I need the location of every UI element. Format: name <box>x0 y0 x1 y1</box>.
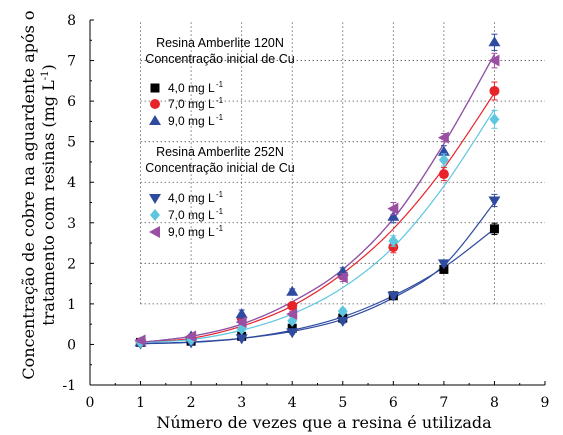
data-point <box>489 85 500 96</box>
y-tick-label: 0 <box>67 337 76 353</box>
legend-group-title: Resina Amberlite 252N <box>156 145 284 159</box>
legend-marker <box>149 194 161 204</box>
data-point <box>286 328 299 339</box>
legend-group-subtitle: Concentração inicial de Cu <box>145 52 294 66</box>
x-tick-label: 2 <box>187 395 196 411</box>
data-point <box>437 131 449 144</box>
data-point <box>387 202 399 215</box>
data-point <box>336 271 348 284</box>
data-point <box>336 316 349 327</box>
data-point <box>287 323 297 333</box>
x-tick-label: 8 <box>490 395 499 411</box>
legend-entry: 7,0 mg L <box>168 208 215 222</box>
data-point <box>185 330 197 343</box>
data-point <box>387 210 400 221</box>
x-tick-label: 0 <box>86 395 95 411</box>
legend-marker <box>150 83 160 93</box>
y-axis-label-line1: Concentração de cobre na aguardente após… <box>19 10 38 379</box>
y-tick-label: 7 <box>67 54 76 70</box>
data-point <box>235 308 248 319</box>
y-tick-label: 3 <box>67 216 76 232</box>
data-point <box>488 196 501 207</box>
legend-marker <box>149 226 160 238</box>
legend-entry: 9,0 mg L <box>168 225 215 239</box>
y-axis-label-line2-main: tratamento com resinas (mg L <box>39 80 58 326</box>
legend-entry-sup: -1 <box>216 224 224 233</box>
data-point <box>438 153 449 166</box>
x-tick-label: 9 <box>541 395 550 411</box>
data-point <box>489 113 500 126</box>
legend-entry-sup: -1 <box>216 96 224 105</box>
legend-entry: 4,0 mg L <box>168 191 215 205</box>
legend-entry-sup: -1 <box>216 113 224 122</box>
data-point <box>387 291 400 302</box>
y-tick-label: 8 <box>67 13 76 29</box>
data-point <box>235 334 248 345</box>
data-point <box>488 36 501 47</box>
legend-entry: 7,0 mg L <box>168 97 215 111</box>
data-point <box>287 300 298 311</box>
x-tick-label: 1 <box>136 395 145 411</box>
data-point <box>439 264 449 274</box>
legend-group-subtitle: Concentração inicial de Cu <box>145 161 294 175</box>
y-axis-label: Concentração de cobre na aguardente após… <box>19 10 58 379</box>
y-tick-label: 2 <box>67 256 76 272</box>
axes: 0 1 2 3 4 5 6 7 8 9 -1 0 1 2 3 4 5 6 7 8 <box>62 13 549 411</box>
legend-group-title: Resina Amberlite 120N <box>156 36 284 50</box>
data-point <box>235 316 247 329</box>
data-point <box>134 334 146 347</box>
y-axis-label-close: ) <box>39 64 58 70</box>
data-point <box>388 242 399 253</box>
data-point <box>488 54 500 67</box>
legend-entry-sup: -1 <box>216 207 224 216</box>
legend-marker <box>150 209 160 221</box>
x-tick-label: 4 <box>288 395 297 411</box>
data-point <box>437 145 450 156</box>
x-tick-label: 3 <box>237 395 246 411</box>
data-markers <box>134 33 501 350</box>
y-tick-label: 4 <box>67 175 76 191</box>
legend-entry-sup: -1 <box>216 190 224 199</box>
y-axis-label-sup: -1 <box>40 71 51 81</box>
data-point <box>286 285 299 296</box>
data-point <box>337 305 348 318</box>
legend-entry: 9,0 mg L <box>168 114 215 128</box>
legend-marker <box>150 99 160 109</box>
data-point <box>388 235 399 248</box>
fit-curve <box>140 108 495 344</box>
legend-entry-sup: -1 <box>216 80 224 89</box>
legend-entry: 4,0 mg L <box>168 81 215 95</box>
data-point <box>489 224 499 234</box>
legend-marker <box>149 115 161 125</box>
x-tick-label: 6 <box>389 395 398 411</box>
legend: Resina Amberlite 120N Concentração inicia… <box>145 36 294 239</box>
data-point <box>286 308 298 321</box>
y-tick-label: 5 <box>67 135 76 151</box>
y-tick-label: 1 <box>67 297 76 313</box>
y-axis-label-line2: tratamento com resinas (mg L-1) <box>39 64 58 325</box>
y-tick-label: 6 <box>67 94 76 110</box>
fit-curve <box>140 54 495 344</box>
x-tick-label: 7 <box>439 395 448 411</box>
x-tick-label: 5 <box>338 395 347 411</box>
x-axis-label: Número de vezes que a resina é utilizada <box>156 413 492 432</box>
data-point <box>438 169 449 180</box>
data-point <box>437 259 450 270</box>
y-tick-label: -1 <box>62 378 76 394</box>
